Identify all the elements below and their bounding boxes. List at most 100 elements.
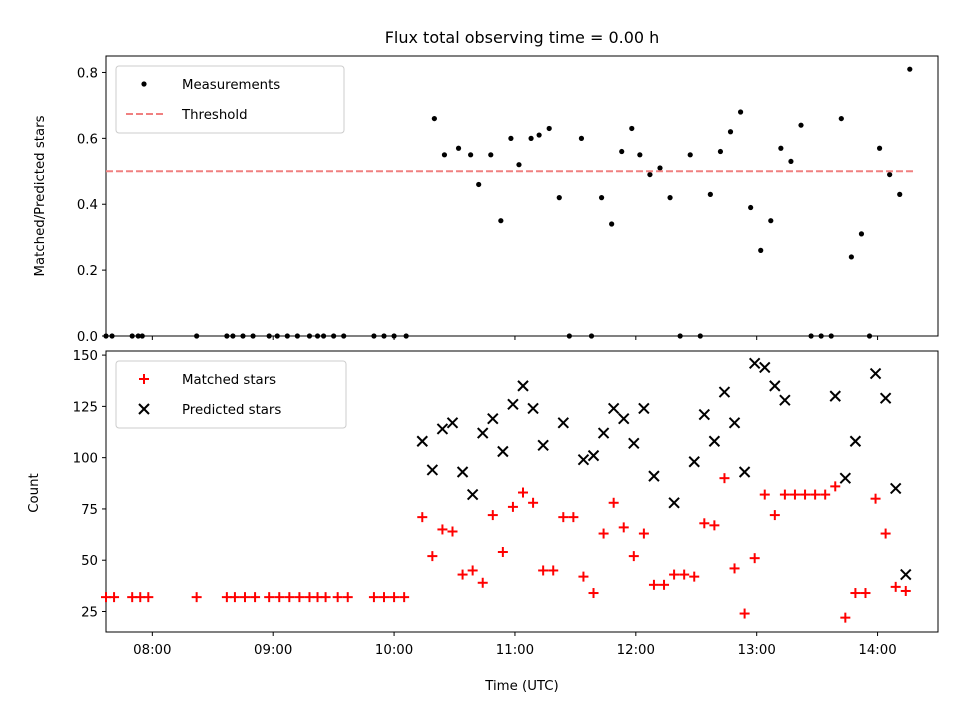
matched-star-point (729, 563, 740, 574)
matched-star-point (719, 473, 730, 484)
y-tick-label: 0.6 (77, 132, 98, 147)
predicted-star-point (879, 392, 892, 404)
predicted-star-point (829, 390, 841, 402)
matched-star-point (447, 526, 458, 537)
matched-star-point (528, 497, 539, 508)
predicted-star-point (466, 488, 479, 501)
matched-star-point (487, 510, 498, 521)
matched-star-point (648, 579, 659, 590)
matched-star-point (389, 592, 400, 603)
measurement-point (588, 333, 595, 339)
ratio-legend: Measurements Threshold (115, 65, 345, 134)
matched-star-point (578, 571, 589, 582)
matched-star-point (699, 518, 710, 529)
predicted-star-point (718, 386, 731, 398)
y-tick-label: 75 (81, 503, 98, 518)
y-tick-label: 25 (81, 605, 98, 620)
matched-star-point (850, 588, 861, 599)
matched-star-point (229, 592, 240, 603)
predicted-star-point (537, 439, 549, 452)
predicted-star-point (688, 456, 700, 468)
measurement-point (818, 333, 824, 339)
predicted-star-point (416, 435, 428, 447)
matched-star-point (669, 569, 680, 580)
predicted-star-point (597, 427, 610, 439)
plot-frame (105, 350, 939, 633)
measurement-point (250, 333, 256, 339)
predicted-star-point (869, 367, 882, 380)
measurement-point (848, 254, 854, 260)
measurement-point (598, 195, 605, 201)
x-tick-label: 09:00 (254, 643, 292, 658)
predicted-star-point (638, 402, 650, 415)
measurement-point (284, 333, 290, 339)
predicted-star-point (487, 412, 499, 425)
matched-star-point (427, 551, 438, 562)
legend-box (115, 360, 347, 429)
matched-star-point (437, 524, 448, 535)
x-tick-label: 10:00 (375, 643, 413, 658)
x-tick-label: 13:00 (738, 643, 776, 658)
legend-label: Threshold (181, 108, 248, 123)
measurement-point (858, 231, 865, 237)
predicted-star-point (628, 437, 640, 450)
matched-star-point (558, 512, 569, 523)
matched-star-point (820, 489, 831, 500)
measurement-point (468, 152, 474, 158)
predicted-star-point (477, 427, 489, 439)
measurement-point (897, 191, 903, 197)
measurement-point (556, 195, 562, 201)
measurement-point (498, 218, 504, 224)
matched-star-point (497, 547, 508, 558)
measurement-point (578, 135, 585, 141)
measurement-point (657, 165, 663, 171)
measurement-point (866, 333, 873, 339)
predicted-star-point (748, 357, 761, 370)
measurement-point (320, 333, 327, 339)
predicted-star-point (557, 417, 570, 429)
measurement-point (341, 333, 347, 339)
matched-star-point (399, 592, 410, 603)
measurement-point (516, 162, 522, 168)
x-tick-label: 08:00 (133, 643, 171, 658)
predicted-star-point (577, 454, 590, 466)
measurement-point (230, 333, 236, 339)
matched-star-point (659, 579, 670, 590)
matched-star-point (477, 577, 488, 588)
measurement-point (135, 333, 141, 339)
predicted-star-point (728, 417, 741, 429)
matched-star-point (518, 487, 529, 498)
matched-star-point (143, 592, 154, 603)
measurement-point (266, 333, 272, 339)
predicted-star-point (779, 394, 791, 406)
matched-star-point (769, 510, 780, 521)
measurement-point (129, 333, 135, 339)
y-tick-label: 150 (73, 349, 98, 364)
predicted-star-point (426, 464, 439, 476)
matched-star-point (789, 489, 800, 500)
measurement-point (727, 129, 734, 135)
measurement-point (536, 132, 542, 138)
measurement-point (431, 115, 437, 122)
predicted-star-point (456, 466, 469, 478)
measurement-point (798, 122, 804, 128)
legend-measurement-swatch (141, 81, 147, 87)
measurement-point (697, 333, 703, 339)
measurement-point (667, 195, 673, 201)
ratio-plot: 0.0 0.2 0.4 0.6 0.8 Measurements Threshold (77, 55, 939, 345)
measurement-point (707, 191, 713, 197)
measurement-point (314, 333, 321, 339)
measurement-point (455, 145, 462, 151)
predicted-star-point (849, 435, 862, 447)
matched-star-point (379, 592, 390, 603)
matched-star-point (679, 569, 690, 580)
predicted-star-point (648, 470, 660, 482)
plot-frame (105, 55, 939, 337)
measurement-point (371, 333, 377, 339)
measurement-point (907, 66, 913, 72)
matched-star-point (274, 592, 285, 603)
predicted-star-point (769, 380, 781, 392)
matched-star-point (568, 512, 579, 523)
predicted-star-point (839, 472, 852, 484)
